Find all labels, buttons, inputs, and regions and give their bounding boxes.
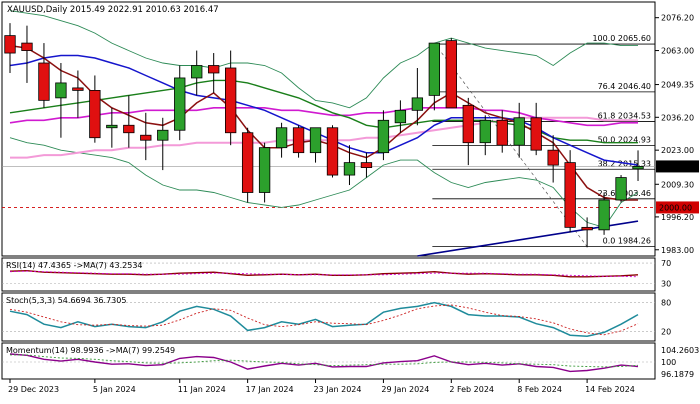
candle-body	[21, 42, 33, 51]
price-axis-label: 1983.00	[661, 246, 694, 255]
candle-body	[89, 90, 101, 139]
momentum-axis-label: 100	[661, 358, 676, 367]
candle-body	[394, 109, 407, 124]
x-axis-label: 29 Dec 2023	[8, 385, 59, 394]
current-price-tag-bg	[656, 160, 699, 173]
rsi-ma-line	[9, 270, 639, 278]
candle-body	[581, 226, 593, 231]
candle-body	[4, 35, 16, 54]
price-axis-label: 1996.20	[661, 213, 694, 222]
stoch-axis-label: 20	[661, 327, 671, 336]
bollinger-lower-band	[9, 137, 639, 228]
candle-body	[479, 119, 491, 144]
candle-body	[55, 82, 67, 99]
x-axis-label: 29 Jan 2024	[381, 385, 429, 394]
level-2000-tag-bg	[656, 201, 699, 214]
price-axis-label: 2036.20	[661, 113, 694, 122]
candle-body	[513, 117, 525, 146]
candle-body	[224, 67, 237, 134]
candle-body	[191, 65, 203, 79]
momentum-pane-frame	[1, 342, 656, 380]
candle-body	[496, 119, 508, 146]
main-pane-frame	[1, 1, 656, 257]
fib-level-label: 0.0 1984.26	[603, 237, 651, 246]
fib-level-label: 61.8 2034.53	[598, 111, 651, 120]
candle-body	[208, 65, 220, 74]
candle-body	[615, 177, 627, 201]
candle-body	[241, 132, 254, 193]
stoch-pane-frame	[1, 292, 656, 342]
x-axis-label: 5 Jan 2024	[93, 385, 136, 394]
candle-body	[445, 40, 457, 109]
ma-magenta-line	[9, 107, 638, 127]
price-axis-label: 2076.20	[661, 14, 694, 23]
candle-body	[547, 149, 559, 166]
candle-body	[258, 147, 271, 193]
rsi-header: RSI(14) 47.4365 ->MA(7) 43.2534	[6, 261, 143, 270]
price-axis-label: 2023.00	[661, 146, 694, 155]
current-price-tag: 2016.47	[659, 162, 692, 171]
candle-body	[343, 162, 356, 176]
candle-body	[72, 87, 84, 91]
fib-level-label: 50.0 2024.93	[598, 135, 651, 144]
candle-body	[309, 127, 322, 154]
candle-body	[275, 127, 288, 149]
ma-navy-line	[9, 54, 639, 166]
momentum-header: Momentum(14) 98.9936 ->MA(7) 99.2549	[6, 346, 175, 355]
stoch-d-line	[9, 304, 639, 336]
candle-body	[38, 62, 50, 101]
bollinger-upper-band	[9, 10, 638, 109]
rsi-line	[9, 269, 639, 278]
candle-body	[530, 117, 542, 151]
candle-body	[106, 124, 118, 129]
x-axis-label: 8 Feb 2024	[517, 385, 562, 394]
candle-body	[377, 119, 390, 154]
x-axis-label: 17 Jan 2024	[246, 385, 294, 394]
swing-dashed-line	[434, 42, 588, 247]
candle-body	[174, 77, 186, 131]
price-axis-label: 2009.30	[661, 180, 694, 189]
price-axis-label: 2063.00	[661, 47, 694, 56]
level-2000-tag: 2000.00	[659, 203, 692, 212]
price-axis-label: 2049.35	[661, 81, 694, 90]
chart-title: XAUUSD,Daily 2015.49 2022.91 2010.63 201…	[7, 5, 219, 15]
fib-level-label: 100.0 2065.60	[592, 34, 651, 43]
momentum-ma-line	[10, 354, 639, 368]
x-axis-label: 11 Jan 2024	[178, 385, 226, 394]
momentum-line	[9, 353, 639, 373]
x-axis-label: 23 Jan 2024	[314, 385, 362, 394]
candle-body	[140, 134, 152, 141]
rsi-pane-frame	[1, 257, 656, 292]
candle-body	[598, 199, 610, 231]
stoch-axis-label: 80	[661, 299, 671, 308]
candle-body	[360, 162, 373, 168]
momentum-axis-label: 104.2603	[661, 346, 699, 355]
candle-body	[326, 127, 339, 176]
ma-maroon-line	[9, 44, 638, 201]
stoch-header: Stoch(5,3,3) 54.6694 36.7305	[6, 296, 126, 305]
ma-green-line	[9, 79, 638, 144]
candle-body	[292, 127, 305, 154]
momentum-axis-label: 96.1879	[661, 370, 694, 379]
rsi-axis-label: 30	[661, 279, 671, 288]
fib-level-label: 76.4 2046.40	[598, 82, 651, 91]
candle-body	[411, 97, 424, 111]
x-axis-label: 14 Feb 2024	[585, 385, 635, 394]
candle-body	[462, 104, 474, 144]
candle-body	[157, 129, 169, 141]
stoch-k-line	[9, 301, 639, 337]
candle-body	[123, 124, 135, 134]
candle-body	[564, 162, 576, 228]
candle-body	[632, 166, 644, 170]
candle-body	[428, 42, 441, 96]
x-axis-label: 2 Feb 2024	[449, 385, 494, 394]
rsi-axis-label: 70	[661, 259, 671, 268]
